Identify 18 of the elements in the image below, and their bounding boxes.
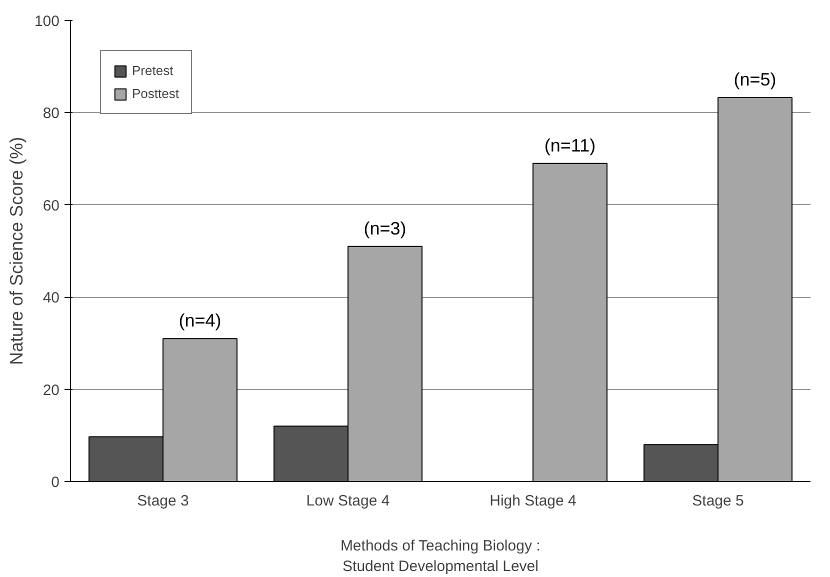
annotation: (n=4) (178, 310, 222, 331)
y-tick-label: 100 (34, 13, 60, 30)
x-tick-label: High Stage 4 (490, 492, 576, 510)
y-tick-label: 60 (42, 197, 60, 214)
x-tick-label: Low Stage 4 (306, 492, 390, 510)
y-tick-label: 20 (42, 382, 60, 399)
legend-label: Posttest (132, 86, 179, 101)
x-tick-label: Stage 3 (137, 492, 189, 510)
x-axis-title: Methods of Teaching Biology : Student Developmental Level (340, 538, 540, 575)
annotation: (n=5) (734, 69, 776, 90)
y-tick-label: 80 (42, 105, 60, 122)
x-tick-label: Stage 5 (692, 492, 744, 510)
y-tick-label: 40 (42, 290, 60, 307)
annotation: (n=3) (364, 218, 406, 238)
y-tick-label: 0 (51, 474, 60, 491)
annotation: (n=11) (544, 135, 596, 156)
legend-label: Pretest (132, 63, 174, 78)
y-axis-title: Nature of Science Score (%) (6, 136, 26, 366)
